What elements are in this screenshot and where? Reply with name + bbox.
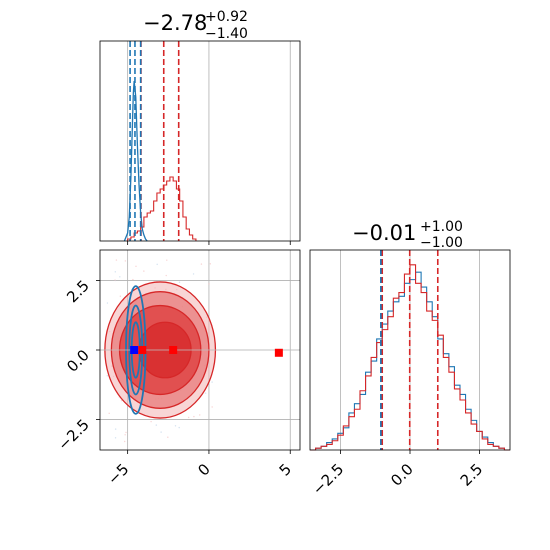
marker-red: [138, 346, 147, 354]
y-tick-label: 2.5: [63, 277, 93, 307]
scatter-point: [178, 281, 181, 283]
title-param1-sub: −1.40: [205, 26, 248, 42]
x-tick-label: −2.5: [309, 460, 347, 498]
title-param2: −0.01 +1.00 −1.00: [352, 219, 463, 251]
scatter-point: [125, 431, 127, 434]
scatter-point: [114, 279, 116, 281]
title-param1-sup: +0.92: [205, 9, 248, 25]
scatter-point: [120, 399, 123, 402]
scatter-point: [106, 375, 108, 377]
panel-frame: [99, 40, 301, 242]
marker-blue: [130, 346, 139, 354]
scatter-point: [178, 426, 180, 429]
scatter-point: [135, 265, 137, 268]
y-tick-label: 0.0: [63, 346, 93, 376]
scatter-point: [124, 440, 126, 443]
x-tick-label: 2.5: [457, 460, 487, 490]
title-param2-main: −0.01: [352, 221, 416, 245]
scatter-point: [119, 295, 122, 297]
scatter-point: [119, 276, 121, 278]
panel-bg: [100, 41, 300, 241]
scatter-point: [204, 392, 207, 394]
scatter-point: [114, 437, 117, 439]
scatter-point: [108, 412, 110, 415]
scatter-point: [132, 278, 134, 281]
scatter-point: [209, 263, 212, 265]
x-tick-label: 0.0: [387, 460, 417, 490]
scatter-point: [114, 428, 117, 430]
scatter-point: [106, 302, 109, 304]
scatter-point: [208, 283, 210, 285]
scatter-point: [124, 434, 126, 436]
title-param1: −2.78 +0.92 −1.40: [143, 9, 248, 42]
scatter-point: [143, 270, 145, 272]
scatter-point: [166, 259, 168, 261]
scatter-point: [114, 271, 117, 273]
joint-plot-area: [100, 250, 300, 450]
scatter-point: [165, 274, 167, 277]
x-tick-label: 0: [194, 460, 213, 479]
scatter-point: [155, 424, 158, 426]
title-param2-sub: −1.00: [420, 235, 463, 251]
scatter-point: [167, 436, 169, 438]
scatter-point: [174, 425, 177, 427]
x-tick-label: 5: [276, 460, 295, 479]
y-tick-label: −2.5: [54, 416, 92, 454]
marker-red: [274, 348, 283, 357]
scatter-point: [211, 381, 213, 383]
panel-param1-hist: [99, 40, 301, 245]
scatter-point: [156, 263, 158, 266]
panel-param2-hist: −2.5 0.0 2.5: [309, 249, 511, 499]
scatter-point: [124, 260, 127, 262]
series-red-hist: [127, 176, 197, 241]
scatter-point: [200, 263, 203, 265]
scatter-point: [150, 420, 152, 423]
scatter-point: [187, 416, 190, 419]
scatter-point: [160, 431, 162, 433]
title-param2-sup: +1.00: [420, 219, 463, 235]
scatter-point: [193, 415, 195, 418]
scatter-point: [192, 273, 195, 275]
scatter-point: [199, 414, 201, 416]
scatter-point: [211, 406, 213, 408]
x-tick-label: −5: [104, 460, 132, 488]
marker-red: [169, 346, 178, 354]
title-param1-main: −2.78: [143, 11, 207, 35]
panel-joint-2d: −5 0 5 −2.5 0.0 2.5: [54, 249, 301, 488]
scatter-point: [115, 259, 118, 261]
